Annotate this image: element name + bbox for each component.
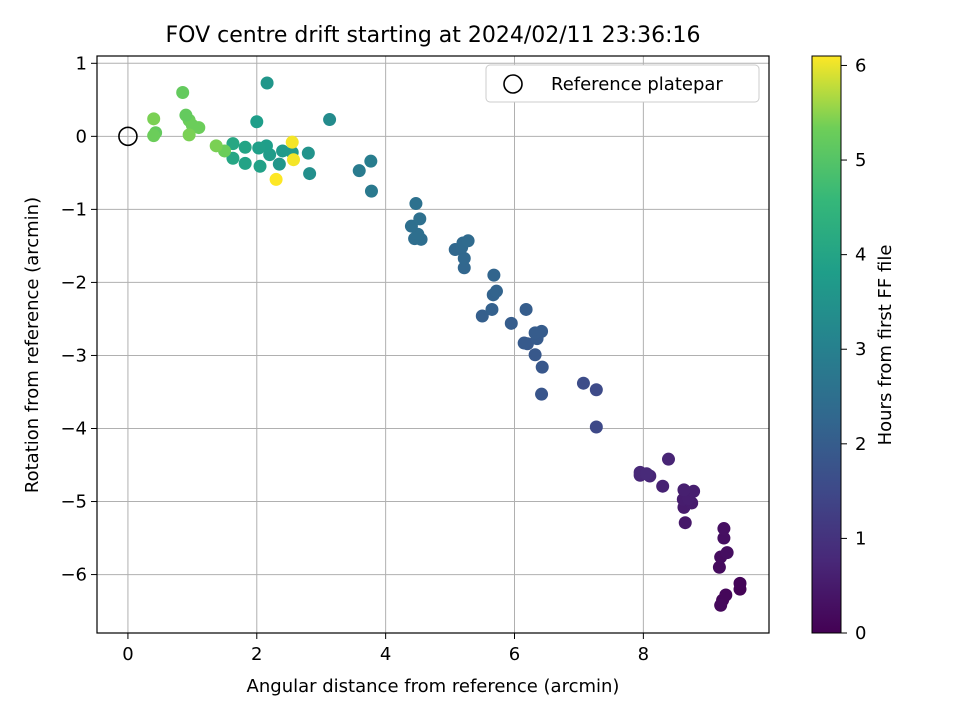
data-point xyxy=(364,154,378,168)
data-point xyxy=(519,302,533,316)
data-point xyxy=(640,467,654,481)
chart-title: FOV centre drift starting at 2024/02/11 … xyxy=(166,23,701,48)
colorbar-tick-label: 3 xyxy=(855,339,866,360)
y-tick-label: −2 xyxy=(60,272,87,293)
legend-reference-marker xyxy=(503,74,523,94)
y-tick-label: −6 xyxy=(60,565,87,586)
data-point xyxy=(252,141,266,155)
data-point xyxy=(176,86,190,100)
plot-background xyxy=(97,56,769,633)
grid xyxy=(97,56,769,633)
x-tick-label: 0 xyxy=(122,644,133,665)
data-point xyxy=(517,336,531,350)
colorbar-tick-label: 5 xyxy=(855,150,866,171)
data-point xyxy=(717,531,731,545)
data-point xyxy=(269,172,283,186)
data-point xyxy=(576,376,590,390)
data-point xyxy=(226,137,240,151)
data-point xyxy=(209,139,223,153)
data-point xyxy=(238,140,252,154)
x-axis-ticks: 0 2 4 6 8 xyxy=(122,633,649,665)
colorbar-tick-label: 2 xyxy=(855,434,866,455)
data-point xyxy=(285,135,299,149)
y-tick-label: −5 xyxy=(60,492,87,513)
data-point xyxy=(535,387,549,401)
data-point xyxy=(364,184,378,198)
data-point xyxy=(677,483,691,497)
data-point xyxy=(475,309,489,323)
y-axis-label: Rotation from reference (arcmin) xyxy=(22,197,43,493)
data-point xyxy=(301,146,315,160)
data-point xyxy=(720,546,734,560)
y-tick-label: 1 xyxy=(76,53,87,74)
data-point xyxy=(147,112,161,126)
data-point xyxy=(409,197,423,211)
data-point xyxy=(226,151,240,165)
legend: Reference platepar xyxy=(485,64,760,103)
data-point xyxy=(719,588,733,602)
x-tick-label: 4 xyxy=(380,644,391,665)
colorbar-ticks: 0 1 2 3 4 5 6 xyxy=(841,55,866,644)
data-point xyxy=(733,576,747,590)
data-point xyxy=(504,316,518,330)
colorbar-tick-label: 0 xyxy=(855,623,866,644)
data-point xyxy=(485,302,499,316)
data-point xyxy=(487,268,501,282)
data-point xyxy=(712,560,726,574)
data-point xyxy=(272,157,286,171)
data-point xyxy=(303,167,317,181)
data-point xyxy=(323,113,337,127)
plot-frame xyxy=(96,55,770,634)
reference-marker xyxy=(118,126,138,147)
data-point xyxy=(238,156,252,170)
data-point xyxy=(535,324,549,338)
data-point xyxy=(182,128,196,142)
data-point xyxy=(457,261,471,275)
data-point xyxy=(352,164,366,178)
y-tick-label: −1 xyxy=(60,199,87,220)
y-tick-label: −4 xyxy=(60,418,87,439)
data-point xyxy=(253,159,267,173)
x-tick-label: 6 xyxy=(509,644,520,665)
data-point xyxy=(714,598,728,612)
x-tick-label: 8 xyxy=(638,644,649,665)
colorbar-label: Hours from first FF file xyxy=(875,245,896,446)
data-point xyxy=(717,522,731,536)
data-point xyxy=(678,516,692,530)
legend-entry-reference: Reference platepar xyxy=(551,74,723,95)
y-axis-ticks: 1 0 −1 −2 −3 −4 −5 −6 xyxy=(60,53,97,586)
colorbar-gradient xyxy=(811,55,842,634)
data-point xyxy=(489,284,503,298)
data-point xyxy=(528,348,542,362)
data-point xyxy=(276,144,290,158)
data-point xyxy=(260,76,274,90)
legend-box xyxy=(485,64,760,103)
colorbar-tick-label: 4 xyxy=(855,245,866,266)
data-point xyxy=(457,251,471,265)
data-point xyxy=(287,153,301,167)
y-tick-label: 0 xyxy=(76,126,87,147)
y-tick-label: −3 xyxy=(60,345,87,366)
data-point xyxy=(461,234,475,248)
data-point xyxy=(589,383,603,397)
data-point xyxy=(179,108,193,122)
colorbar-tick-label: 1 xyxy=(855,528,866,549)
colorbar-tick-label: 6 xyxy=(855,55,866,76)
x-tick-label: 2 xyxy=(251,644,262,665)
data-point xyxy=(404,219,418,233)
data-point xyxy=(589,420,603,434)
data-point xyxy=(535,360,549,374)
data-point xyxy=(687,484,701,498)
x-axis-label: Angular distance from reference (arcmin) xyxy=(247,676,620,697)
scatter-points xyxy=(147,76,747,612)
data-point xyxy=(413,212,427,226)
colorbar: 0 1 2 3 4 5 6 Hours from first FF file xyxy=(811,55,896,644)
data-point xyxy=(661,452,675,466)
data-point xyxy=(250,115,264,129)
data-point xyxy=(656,479,670,493)
data-point xyxy=(147,129,161,143)
